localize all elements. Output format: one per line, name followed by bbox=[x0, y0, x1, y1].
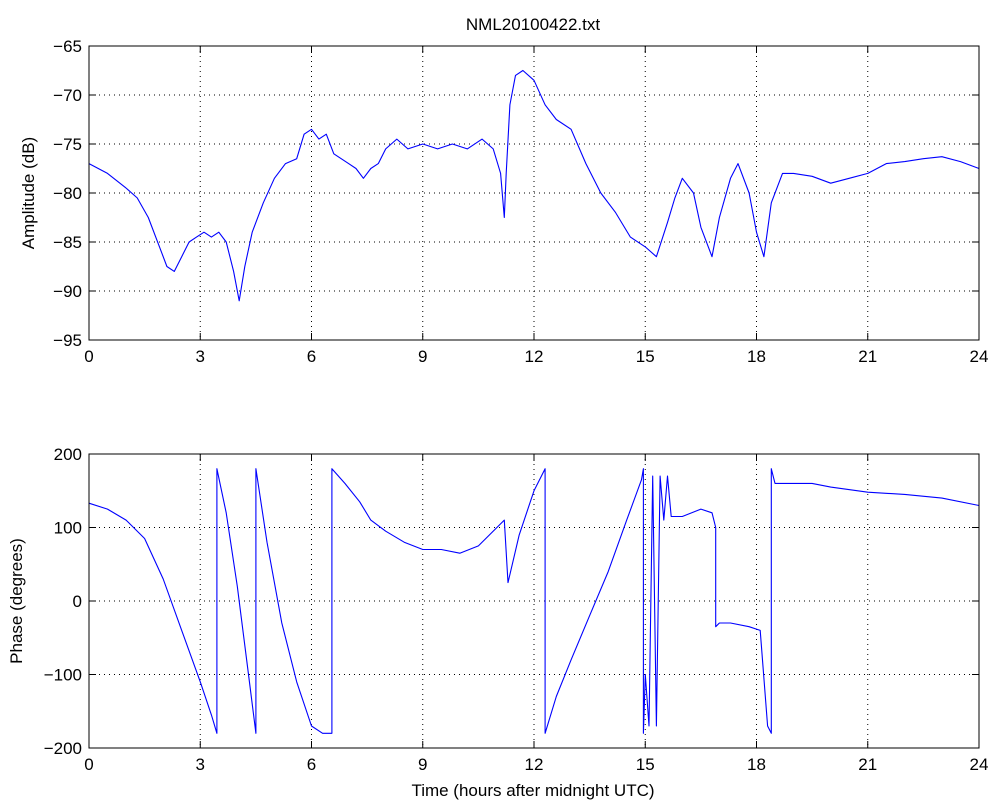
amplitude-x-tick-label: 12 bbox=[525, 347, 544, 366]
amplitude-y-tick-labels: −95 −90 −85 −80 −75 −70 −65 bbox=[53, 37, 82, 350]
phase-x-tick-label: 15 bbox=[636, 755, 655, 774]
phase-x-tick-labels: 0 3 6 9 12 15 18 21 24 bbox=[84, 755, 988, 774]
amplitude-y-tick-label: −65 bbox=[53, 37, 82, 56]
phase-y-tick-label: −200 bbox=[44, 739, 82, 758]
phase-x-tick-label: 9 bbox=[418, 755, 427, 774]
phase-x-tick-label: 3 bbox=[196, 755, 205, 774]
phase-grid bbox=[89, 454, 979, 748]
phase-axes: 0 3 6 9 12 15 18 21 24 −200 −100 0 100 200 Phase (de… bbox=[7, 445, 988, 800]
amplitude-x-tick-label: 0 bbox=[84, 347, 93, 366]
phase-y-tick-labels: −200 −100 0 100 200 bbox=[44, 445, 82, 758]
amplitude-x-tick-label: 3 bbox=[196, 347, 205, 366]
phase-x-tick-label: 12 bbox=[525, 755, 544, 774]
amplitude-x-tick-label: 15 bbox=[636, 347, 655, 366]
amplitude-y-tick-label: −95 bbox=[53, 331, 82, 350]
amplitude-grid bbox=[89, 46, 979, 340]
phase-x-tick-label: 6 bbox=[307, 755, 316, 774]
amplitude-axes: NML20100422.txt 0 3 6 9 12 15 18 21 24 −95 −90 −85… bbox=[19, 15, 988, 366]
amplitude-x-tick-label: 18 bbox=[747, 347, 766, 366]
phase-x-tick-label: 21 bbox=[858, 755, 877, 774]
phase-x-axis-label: Time (hours after midnight UTC) bbox=[411, 781, 654, 800]
phase-x-tick-label: 24 bbox=[970, 755, 989, 774]
amplitude-y-axis-label: Amplitude (dB) bbox=[19, 137, 38, 249]
chart-title: NML20100422.txt bbox=[466, 15, 600, 34]
amplitude-ticks bbox=[88, 45, 980, 341]
amplitude-y-tick-label: −80 bbox=[53, 184, 82, 203]
phase-y-tick-label: 200 bbox=[54, 445, 82, 464]
amplitude-x-tick-label: 6 bbox=[307, 347, 316, 366]
amplitude-y-tick-label: −75 bbox=[53, 135, 82, 154]
phase-x-tick-label: 18 bbox=[747, 755, 766, 774]
amplitude-series-line bbox=[88, 69, 980, 302]
phase-ticks bbox=[88, 453, 980, 749]
amplitude-x-tick-labels: 0 3 6 9 12 15 18 21 24 bbox=[84, 347, 988, 366]
phase-y-tick-label: 0 bbox=[73, 592, 82, 611]
phase-series-line bbox=[88, 468, 980, 734]
amplitude-x-tick-label: 9 bbox=[418, 347, 427, 366]
amplitude-x-tick-label: 24 bbox=[970, 347, 989, 366]
phase-y-axis-label: Phase (degrees) bbox=[7, 538, 26, 664]
amplitude-x-tick-label: 21 bbox=[858, 347, 877, 366]
phase-x-tick-label: 0 bbox=[84, 755, 93, 774]
phase-y-tick-label: −100 bbox=[44, 666, 82, 685]
amplitude-y-tick-label: −85 bbox=[53, 233, 82, 252]
amplitude-y-tick-label: −90 bbox=[53, 282, 82, 301]
amplitude-y-tick-label: −70 bbox=[53, 86, 82, 105]
phase-y-tick-label: 100 bbox=[54, 519, 82, 538]
